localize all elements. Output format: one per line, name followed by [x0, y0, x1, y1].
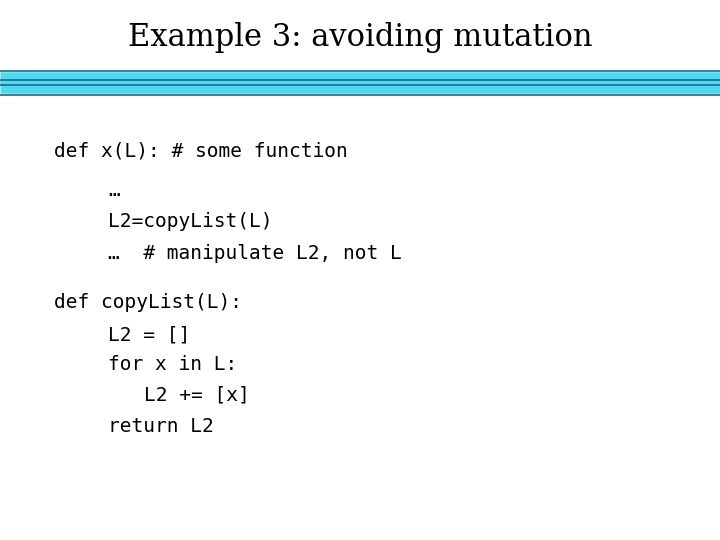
Text: L2 = []: L2 = []: [108, 325, 190, 345]
Text: Example 3: avoiding mutation: Example 3: avoiding mutation: [127, 22, 593, 53]
Text: …  # manipulate L2, not L: … # manipulate L2, not L: [108, 244, 402, 264]
Text: L2 += [x]: L2 += [x]: [144, 386, 250, 405]
Text: …: …: [108, 180, 120, 200]
Text: def x(L): # some function: def x(L): # some function: [54, 141, 348, 161]
Text: for x in L:: for x in L:: [108, 355, 238, 374]
Text: return L2: return L2: [108, 417, 214, 436]
Text: L2=copyList(L): L2=copyList(L): [108, 212, 272, 231]
Text: def copyList(L):: def copyList(L):: [54, 293, 242, 312]
